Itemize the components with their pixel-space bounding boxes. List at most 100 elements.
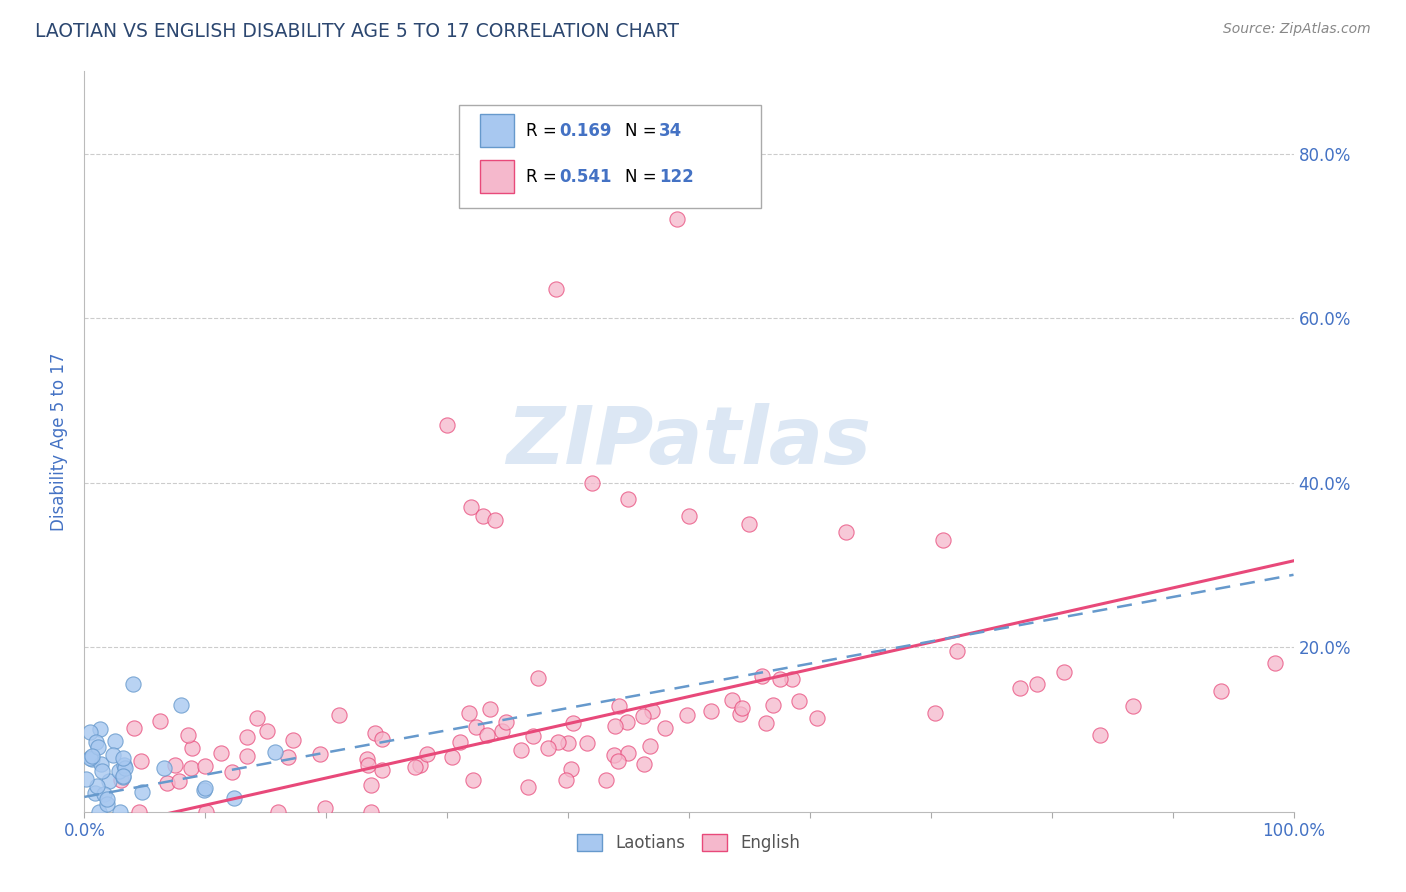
Point — [112, 757, 135, 772]
Point — [266, 805, 288, 819]
Point — [665, 212, 688, 227]
Point — [152, 761, 174, 775]
Point — [762, 698, 785, 712]
Point — [79, 751, 101, 765]
Point — [440, 750, 463, 764]
Point — [245, 711, 267, 725]
Point — [640, 705, 662, 719]
Text: LAOTIAN VS ENGLISH DISABILITY AGE 5 TO 17 CORRELATION CHART: LAOTIAN VS ENGLISH DISABILITY AGE 5 TO 1… — [35, 22, 679, 41]
Y-axis label: Disability Age 5 to 17: Disability Age 5 to 17 — [51, 352, 69, 531]
Text: ZIPatlas: ZIPatlas — [506, 402, 872, 481]
Point — [1008, 681, 1031, 695]
Point — [607, 699, 630, 714]
Point — [676, 708, 699, 723]
Point — [364, 726, 387, 740]
Point — [728, 706, 751, 721]
Point — [110, 805, 132, 819]
Point — [631, 708, 654, 723]
Point — [281, 732, 304, 747]
Point — [731, 701, 754, 715]
Point — [560, 762, 582, 776]
Point — [700, 704, 723, 718]
Point — [277, 749, 299, 764]
Point — [122, 721, 145, 735]
Point — [328, 707, 350, 722]
Text: 0.169: 0.169 — [560, 121, 612, 139]
Text: N =: N = — [624, 121, 662, 139]
Point — [121, 677, 143, 691]
Point — [1026, 677, 1049, 691]
Point — [603, 747, 626, 762]
Point — [236, 749, 259, 764]
Point — [108, 764, 131, 778]
Point — [167, 774, 190, 789]
Point — [755, 716, 778, 731]
Point — [510, 743, 533, 757]
FancyBboxPatch shape — [479, 113, 513, 147]
Point — [449, 735, 471, 749]
Point — [263, 745, 285, 759]
Point — [1209, 683, 1232, 698]
Point — [194, 780, 217, 795]
Point — [606, 754, 628, 768]
FancyBboxPatch shape — [479, 160, 513, 193]
Point — [356, 752, 378, 766]
Point — [371, 731, 394, 746]
Point — [114, 761, 136, 775]
Point — [416, 747, 439, 762]
Point — [1121, 698, 1143, 713]
Point — [111, 770, 134, 784]
Point — [654, 722, 676, 736]
Point — [479, 702, 502, 716]
Point — [460, 500, 482, 515]
Point — [409, 757, 432, 772]
Point — [93, 787, 115, 801]
Point — [90, 756, 112, 771]
Point — [177, 728, 200, 742]
Point — [536, 741, 558, 756]
Point — [522, 729, 544, 743]
Point — [181, 741, 204, 756]
Point — [309, 747, 332, 762]
Point — [131, 754, 153, 768]
Point — [83, 786, 105, 800]
Text: 122: 122 — [659, 168, 693, 186]
Text: R =: R = — [526, 168, 562, 186]
Point — [86, 779, 108, 793]
Point — [84, 735, 107, 749]
Point — [581, 475, 603, 490]
Legend: Laotians, English: Laotians, English — [571, 828, 807, 859]
Point — [79, 725, 101, 739]
Point — [112, 751, 135, 765]
Point — [557, 735, 579, 749]
Point — [209, 746, 232, 760]
Point — [404, 760, 426, 774]
Point — [576, 736, 599, 750]
Point — [128, 805, 150, 819]
Point — [256, 724, 278, 739]
Point — [484, 513, 506, 527]
Point — [170, 698, 193, 712]
Point — [96, 797, 118, 812]
Point — [463, 773, 485, 788]
Point — [491, 724, 513, 739]
Point — [547, 735, 569, 749]
Point — [131, 785, 153, 799]
Point — [616, 746, 638, 760]
Point — [561, 715, 583, 730]
Point — [932, 533, 955, 548]
Text: 0.541: 0.541 — [560, 168, 612, 186]
Point — [458, 706, 481, 720]
Point — [104, 734, 127, 748]
Point — [946, 643, 969, 657]
Point — [436, 418, 458, 433]
Point — [603, 719, 626, 733]
Point — [495, 714, 517, 729]
Point — [787, 694, 810, 708]
Point — [82, 749, 104, 764]
Point — [633, 756, 655, 771]
Point — [472, 508, 495, 523]
Point — [527, 671, 550, 685]
Point — [360, 805, 382, 819]
Point — [236, 730, 259, 744]
